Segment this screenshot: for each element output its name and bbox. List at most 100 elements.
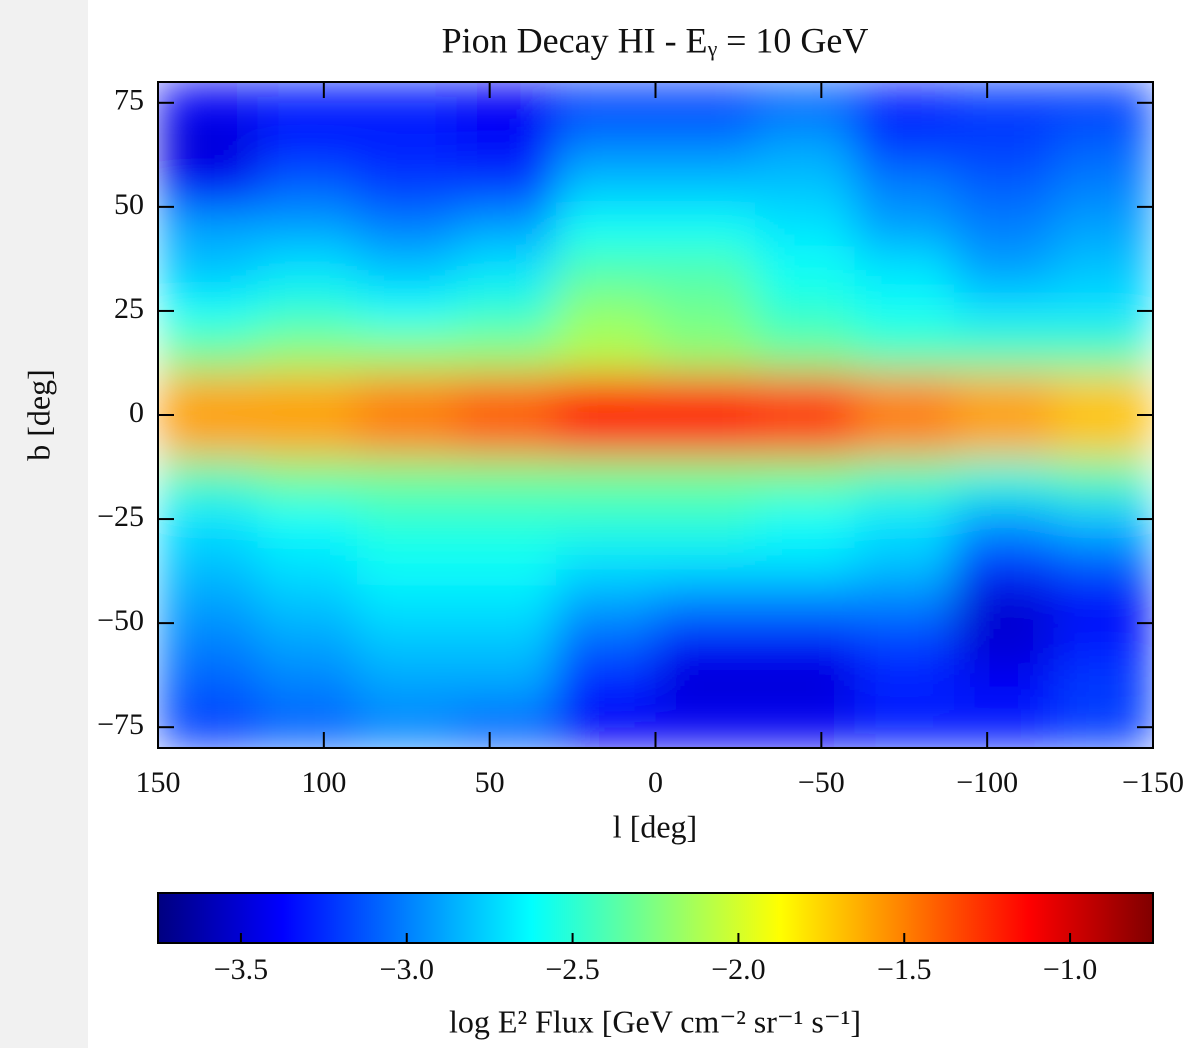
heat-cell bbox=[854, 581, 955, 624]
heat-cell bbox=[556, 539, 656, 582]
heat-cell bbox=[357, 498, 457, 541]
colorbar-tick-label: −1.0 bbox=[1043, 953, 1097, 986]
y-tick-label: 0 bbox=[129, 396, 144, 429]
y-tick-label: −25 bbox=[97, 500, 144, 533]
heat-cell bbox=[755, 248, 855, 291]
heat-cell bbox=[556, 498, 656, 541]
heat-cell bbox=[954, 706, 1054, 748]
heat-cell bbox=[1053, 248, 1153, 291]
heat-cell bbox=[1053, 82, 1153, 125]
x-tick-label: 0 bbox=[648, 766, 663, 799]
heat-cell bbox=[1053, 206, 1153, 249]
heat-cell bbox=[556, 206, 656, 249]
heat-cell bbox=[158, 290, 258, 333]
heat-cell bbox=[655, 206, 756, 249]
heat-cell bbox=[854, 206, 955, 249]
colorbar-tick-label: −3.5 bbox=[214, 953, 268, 986]
heat-cell bbox=[556, 623, 656, 666]
heat-cell bbox=[257, 290, 358, 333]
heat-cell bbox=[158, 456, 258, 499]
heat-cell bbox=[655, 123, 756, 166]
colorbar-tick-label: −2.5 bbox=[545, 953, 599, 986]
heat-cell bbox=[556, 290, 656, 333]
heat-cell bbox=[755, 415, 855, 458]
heat-cell bbox=[556, 456, 656, 499]
heat-cell bbox=[755, 706, 855, 748]
heat-cell bbox=[357, 165, 457, 208]
heat-cell bbox=[954, 82, 1054, 125]
colorbar-tick-label: −1.5 bbox=[877, 953, 931, 986]
heat-cell bbox=[456, 82, 557, 125]
heat-cell bbox=[854, 664, 955, 707]
heat-cell bbox=[954, 123, 1054, 166]
heat-cell bbox=[755, 373, 855, 416]
heat-cell bbox=[357, 290, 457, 333]
chart-title: Pion Decay HI - Eᵧ = 10 GeV bbox=[442, 20, 869, 60]
heat-cell bbox=[954, 248, 1054, 291]
heat-cell bbox=[257, 248, 358, 291]
heat-cell bbox=[158, 123, 258, 166]
heat-cell bbox=[357, 373, 457, 416]
heat-cell bbox=[357, 706, 457, 748]
heat-cell bbox=[456, 539, 557, 582]
heat-cell bbox=[357, 248, 457, 291]
heat-cell bbox=[1053, 498, 1153, 541]
heat-cell bbox=[357, 123, 457, 166]
heat-cell bbox=[456, 331, 557, 374]
heat-cell bbox=[357, 456, 457, 499]
heat-cell bbox=[655, 706, 756, 748]
x-tick-label: 150 bbox=[136, 766, 181, 799]
heat-cell bbox=[556, 165, 656, 208]
y-tick-label: 25 bbox=[114, 292, 144, 325]
heat-cell bbox=[1053, 415, 1153, 458]
heat-cell bbox=[755, 664, 855, 707]
heat-cell bbox=[1053, 456, 1153, 499]
y-tick-label: −50 bbox=[97, 604, 144, 637]
heat-cell bbox=[456, 415, 557, 458]
heat-cell bbox=[755, 623, 855, 666]
heat-cell bbox=[456, 123, 557, 166]
heat-cell bbox=[954, 290, 1054, 333]
heat-cell bbox=[655, 248, 756, 291]
heat-cell bbox=[755, 456, 855, 499]
heat-cell bbox=[556, 706, 656, 748]
heat-cell bbox=[1053, 539, 1153, 582]
heat-cell bbox=[556, 373, 656, 416]
heat-cell bbox=[556, 82, 656, 125]
heat-cell bbox=[1053, 664, 1153, 707]
heat-cell bbox=[755, 290, 855, 333]
heat-cell bbox=[854, 623, 955, 666]
x-tick-label: −150 bbox=[1122, 766, 1184, 799]
y-tick-label: 50 bbox=[114, 188, 144, 221]
heat-cell bbox=[655, 539, 756, 582]
heat-cell bbox=[456, 498, 557, 541]
colorbar bbox=[157, 892, 1154, 944]
x-axis-label: l [deg] bbox=[613, 808, 697, 844]
heat-cell bbox=[257, 206, 358, 249]
heat-cell bbox=[357, 82, 457, 125]
heat-cell bbox=[456, 206, 557, 249]
y-tick-label: 75 bbox=[114, 84, 144, 117]
heat-cell bbox=[954, 373, 1054, 416]
heat-cell bbox=[755, 498, 855, 541]
heat-cell bbox=[854, 331, 955, 374]
heat-cell bbox=[257, 373, 358, 416]
colorbar-tick-label: −2.0 bbox=[711, 953, 765, 986]
heat-cell bbox=[257, 456, 358, 499]
heat-cell bbox=[257, 623, 358, 666]
heat-cell bbox=[456, 456, 557, 499]
heat-cell bbox=[556, 331, 656, 374]
heat-cell bbox=[456, 581, 557, 624]
heat-cell bbox=[655, 498, 756, 541]
heat-cell bbox=[755, 581, 855, 624]
heat-cell bbox=[854, 290, 955, 333]
y-tick-label: −75 bbox=[97, 708, 144, 741]
heat-cell bbox=[158, 415, 258, 458]
heat-cell bbox=[158, 206, 258, 249]
heat-cell bbox=[158, 664, 258, 707]
heat-cell bbox=[954, 498, 1054, 541]
heat-cell bbox=[854, 456, 955, 499]
heat-cell bbox=[357, 206, 457, 249]
colorbar-label: log E² Flux [GeV cm⁻² sr⁻¹ s⁻¹] bbox=[449, 1003, 861, 1039]
